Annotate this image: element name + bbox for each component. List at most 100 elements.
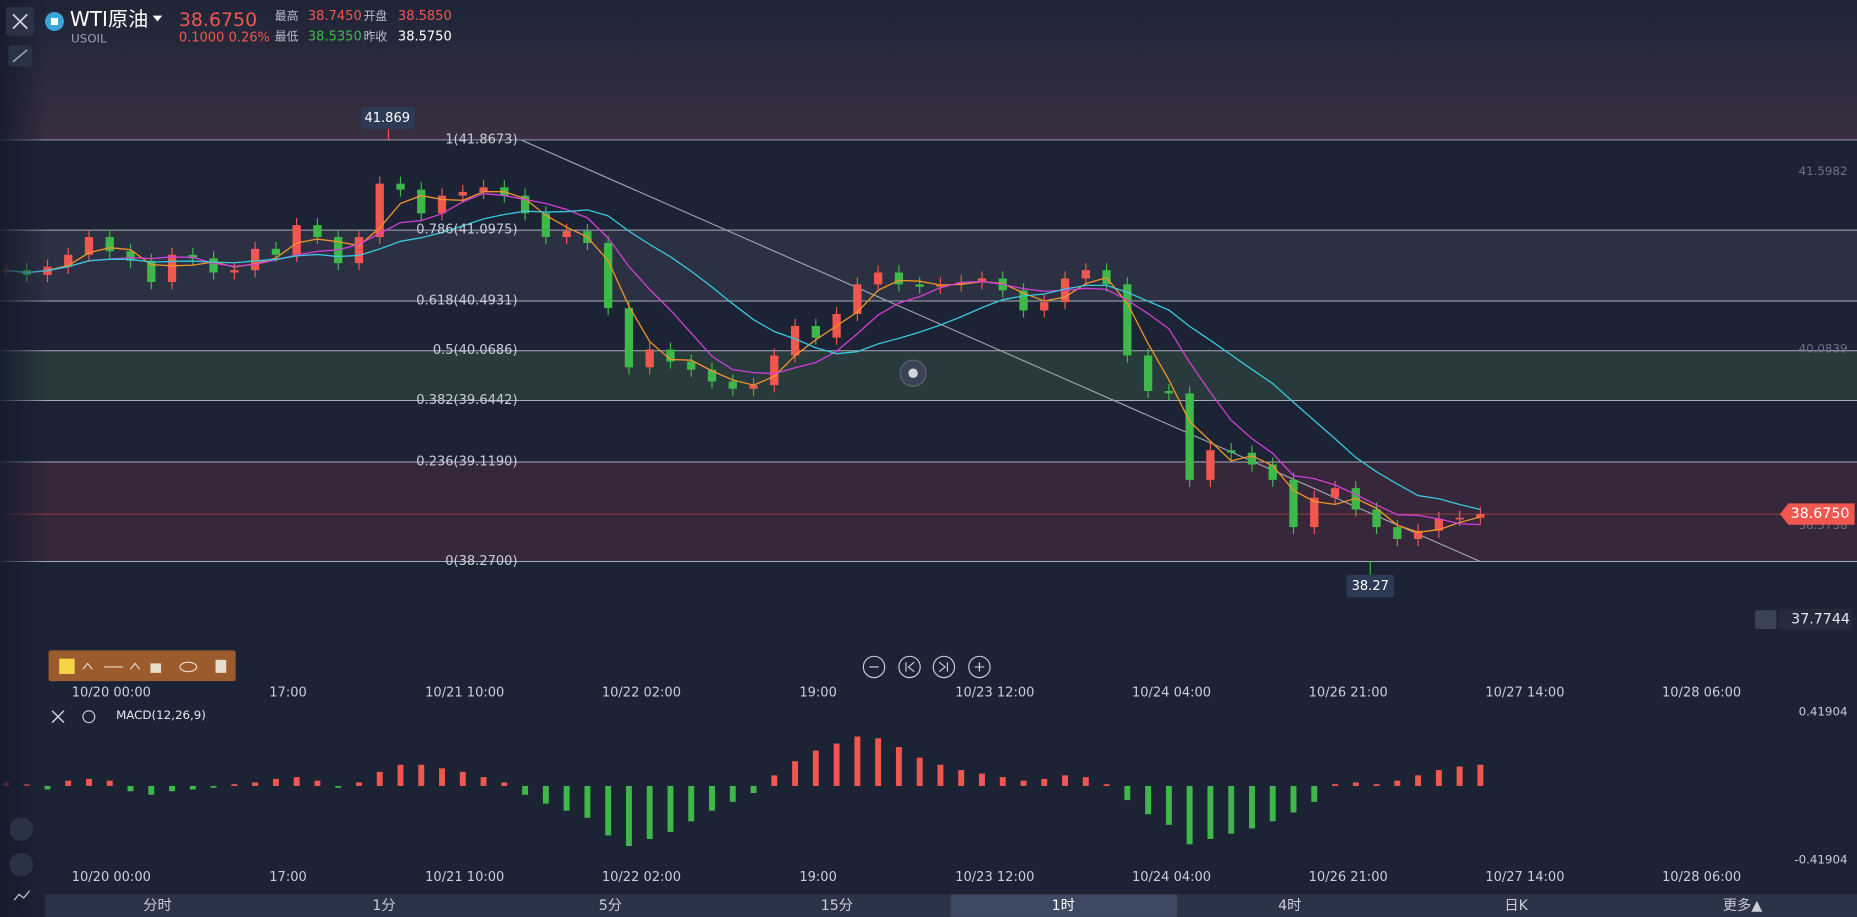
tab[interactable]: 1分 xyxy=(372,897,395,914)
alert-price-box xyxy=(1778,608,1853,631)
zoom-in-icon xyxy=(974,662,985,672)
tab[interactable]: 日K xyxy=(1504,898,1528,914)
tab[interactable]: 更多▲ xyxy=(1723,897,1762,914)
macd-bar xyxy=(542,785,549,804)
scroll-end[interactable] xyxy=(932,655,956,679)
candle xyxy=(230,270,239,273)
macd-bar xyxy=(563,785,570,811)
top-band xyxy=(0,0,1857,140)
stat-value: 38.5350 xyxy=(308,29,362,44)
color-dropdown[interactable] xyxy=(82,662,93,670)
candle xyxy=(292,225,301,255)
macd-bar xyxy=(86,778,92,786)
x-tick-label: 19:00 xyxy=(799,685,837,700)
macd-bar xyxy=(522,785,529,795)
macd-bar xyxy=(501,782,508,786)
macd-bar xyxy=(1082,777,1089,786)
candle xyxy=(1434,518,1443,531)
candle xyxy=(354,236,364,264)
macd-bar xyxy=(418,764,425,786)
x-tick-label: 10/20 00:00 xyxy=(72,685,151,700)
macd-bar xyxy=(1186,785,1193,845)
tab[interactable]: 5分 xyxy=(599,897,622,914)
price-tag xyxy=(1780,503,1855,525)
stat-value: 38.5850 xyxy=(398,9,452,24)
candle xyxy=(1040,302,1049,311)
scroll-start-icon xyxy=(905,661,915,673)
alert-button[interactable] xyxy=(1755,610,1777,630)
symbol[interactable]: WTI原油 xyxy=(70,7,148,31)
candle xyxy=(64,254,73,267)
candle xyxy=(520,195,530,214)
zoom-in[interactable] xyxy=(968,655,991,679)
y-tick-label: 41.5982 xyxy=(1799,164,1848,178)
macd-tick-label: -0.41904 xyxy=(1794,852,1847,866)
macd-bar xyxy=(376,771,383,786)
macd-bar xyxy=(44,785,51,790)
candle xyxy=(437,195,447,214)
moving-averages xyxy=(5,191,1481,533)
x-tick-label: 10/26 21:00 xyxy=(1309,870,1388,885)
side-tool[interactable] xyxy=(9,852,34,877)
x-tick-label: 17:00 xyxy=(269,685,307,700)
candle xyxy=(1227,450,1236,453)
candle xyxy=(417,189,426,214)
macd-settings[interactable] xyxy=(82,710,96,724)
macd-bar xyxy=(231,784,238,786)
close-icon xyxy=(12,13,28,30)
tab[interactable]: 1时 xyxy=(1052,897,1075,914)
macd-bar xyxy=(709,785,715,811)
zoom-out[interactable] xyxy=(862,655,886,679)
stat-label: 最高 xyxy=(275,9,299,23)
color-swatch[interactable] xyxy=(59,658,75,675)
fib-label: 0.786(41.0975) xyxy=(416,223,517,238)
candle xyxy=(271,248,281,255)
candle xyxy=(687,361,696,370)
tab[interactable]: 4时 xyxy=(1278,897,1301,914)
macd-bar xyxy=(875,738,882,786)
tab[interactable]: 15分 xyxy=(821,897,853,914)
scroll-start[interactable] xyxy=(898,655,921,679)
candle xyxy=(957,282,966,285)
side-tool[interactable] xyxy=(9,817,34,842)
tab-active xyxy=(950,894,1177,917)
candle xyxy=(645,349,654,368)
symbol-dropdown[interactable] xyxy=(152,15,163,22)
macd-close[interactable] xyxy=(51,710,65,724)
macd-bar xyxy=(729,785,736,802)
tab[interactable]: 分时 xyxy=(143,897,171,914)
macd-tick-label: 0.41904 xyxy=(1799,704,1848,718)
x-tick-label: 10/23 12:00 xyxy=(955,870,1034,885)
scroll-end-icon xyxy=(938,661,949,673)
change: 0.1000 xyxy=(179,31,225,46)
candle xyxy=(666,349,675,362)
lock-button[interactable] xyxy=(150,663,162,673)
candle xyxy=(1372,509,1381,528)
macd-bar xyxy=(854,736,861,786)
y-tick-label: 40.0839 xyxy=(1799,341,1848,355)
fib-label: 0.618(40.4931) xyxy=(416,293,517,308)
drawing-toolbar xyxy=(48,650,236,682)
high-box xyxy=(361,106,415,130)
line-style-dropdown[interactable] xyxy=(129,662,141,670)
macd-bar xyxy=(1103,784,1110,786)
macd-bar xyxy=(792,761,799,786)
macd-bar xyxy=(127,785,134,792)
labels: 1(41.8673) 0.786(41.0975) 0.618(40.4931) 0.… xyxy=(72,106,1855,885)
macd-bar xyxy=(625,785,632,847)
fib-band xyxy=(0,462,1857,562)
candle xyxy=(313,225,322,237)
delete-button[interactable] xyxy=(215,659,227,673)
x-tick-label: 10/28 06:00 xyxy=(1662,685,1741,700)
side-tool[interactable] xyxy=(13,890,31,901)
candle xyxy=(1413,530,1423,540)
fib-label: 0.382(39.6442) xyxy=(416,393,517,408)
fib-label: 0.236(39.1190) xyxy=(416,455,517,470)
high-label: 41.869 xyxy=(364,111,410,126)
x-tick-label: 19:00 xyxy=(799,870,837,885)
stat-label: 开盘 xyxy=(364,9,388,23)
macd-bar xyxy=(1041,778,1048,786)
visibility-button[interactable] xyxy=(179,661,198,673)
macd-bar xyxy=(688,785,695,822)
candle xyxy=(604,242,613,309)
